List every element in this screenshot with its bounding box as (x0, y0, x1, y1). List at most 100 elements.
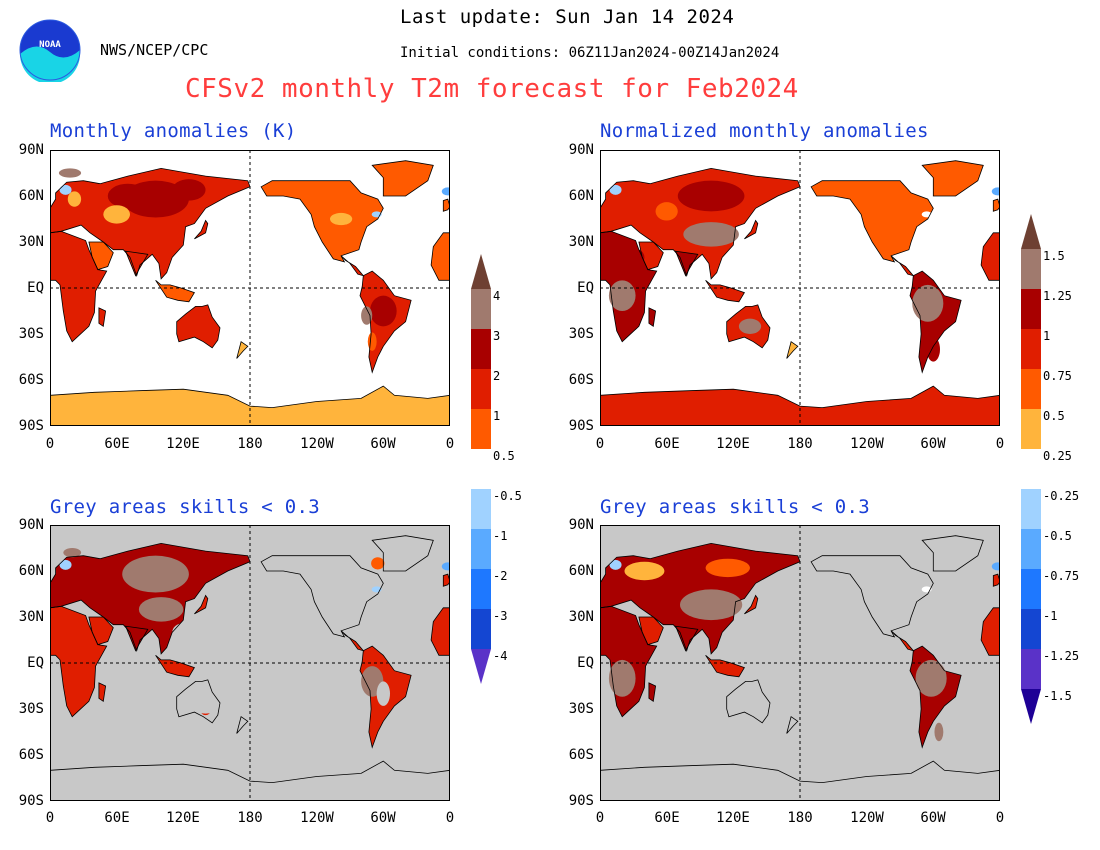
coastline-eurasia (50, 167, 251, 280)
coastline-greenland (371, 535, 434, 572)
lat-label: EQ (27, 280, 44, 296)
coastline-namerica (810, 180, 934, 263)
coastline-greenland (921, 535, 984, 572)
map-frame (600, 525, 1000, 801)
coastline-arabia (88, 616, 114, 646)
coastline-uk (992, 573, 1000, 587)
anomaly-region-africaW (431, 232, 450, 281)
colorbar-label: 0.5 (493, 449, 515, 463)
coastline-africaW (430, 232, 450, 281)
colorbar-label: -0.25 (1043, 489, 1080, 503)
lon-label: 0 (45, 436, 55, 452)
coastline-africa (600, 605, 658, 718)
lat-label: 60S (568, 747, 594, 763)
colorbar-label: 1.5 (1043, 249, 1065, 263)
anomaly-patch (624, 561, 665, 581)
map-frame (50, 525, 450, 801)
map-skill-masked-normalized (600, 525, 1000, 801)
low-skill-mask (863, 572, 904, 616)
coastline-uk (992, 198, 1000, 212)
lat-label: 30S (18, 326, 44, 342)
anomaly-region-africaW (981, 607, 1000, 656)
coastline-antarctica (50, 385, 450, 426)
coastline-indonesia (155, 654, 195, 678)
lat-label: 90N (18, 517, 44, 533)
colorbar-bottom-cap (471, 649, 491, 684)
colorbar-label: -0.5 (493, 489, 522, 503)
anomaly-patch (67, 191, 82, 207)
lon-label: 0 (445, 810, 455, 826)
colorbar-segment (471, 529, 491, 569)
colorbar-segment (1021, 409, 1041, 449)
lon-label: 60E (104, 436, 130, 452)
colorbar-segment (471, 369, 491, 409)
lat-label: 60S (18, 747, 44, 763)
coastline-uk (442, 573, 450, 587)
colorbar-label: 4 (493, 289, 501, 303)
lat-label: 30N (18, 234, 44, 250)
coastline-arabia (88, 241, 114, 271)
lon-label: 120W (850, 436, 884, 452)
anomaly-region-india (675, 626, 698, 651)
lon-label: 0 (595, 436, 605, 452)
lat-label: 60N (18, 563, 44, 579)
anomaly-patch (370, 295, 397, 327)
lon-label: 120W (850, 810, 884, 826)
map-skill-masked-anomalies (50, 525, 450, 801)
anomaly-patch (912, 284, 944, 322)
anomaly-region-indonesia (155, 655, 195, 677)
colorbar-label: -4 (493, 649, 508, 663)
lat-label: 60N (18, 188, 44, 204)
anomaly-region-eurasia (50, 543, 250, 654)
colorbar-segment (1021, 329, 1041, 369)
coastline-africa (50, 605, 108, 718)
anomaly-region-antarctica (600, 386, 1000, 426)
cold-anomaly-patch (609, 559, 622, 570)
coastline-africa (50, 230, 108, 343)
anomaly-region-indonesia (155, 280, 195, 302)
lon-label: 180 (237, 436, 263, 452)
colorbar-label: 1.25 (1043, 289, 1072, 303)
anomaly-patch (608, 280, 636, 311)
lat-label: 30S (18, 701, 44, 717)
anomaly-patch (172, 179, 206, 201)
panel-title-skill-left: Grey areas skills < 0.3 (50, 496, 320, 518)
anomaly-region-africaW (431, 607, 450, 656)
lon-label: 60W (920, 810, 946, 826)
colorbar-neutral-segment (1021, 449, 1041, 489)
low-skill-mask (376, 681, 391, 706)
lon-label: 0 (45, 810, 55, 826)
lat-label: EQ (577, 655, 594, 671)
colorbar-bottom-cap (1021, 689, 1041, 724)
lat-label: 60N (568, 188, 594, 204)
coastline-indonesia (705, 279, 745, 303)
colorbar-label: -1.25 (1043, 649, 1080, 663)
colorbar-label: 1 (1043, 329, 1051, 343)
colorbar-segment (1021, 569, 1041, 609)
cold-anomaly-patch (441, 562, 450, 571)
colorbar-label: 3 (493, 329, 501, 343)
cold-anomaly-patch (59, 559, 72, 570)
anomaly-region-africaW (981, 232, 1000, 281)
coastline-eurasia (600, 167, 801, 280)
cold-anomaly-patch (609, 184, 622, 195)
colorbar-segment (471, 409, 491, 449)
coastline-africa (600, 230, 658, 343)
colorbar-label: 0.25 (1043, 449, 1072, 463)
anomaly-patch (107, 183, 148, 209)
coastline-namerica (260, 180, 384, 263)
coastline-antarctica (600, 760, 1000, 801)
lon-label: 120W (300, 436, 334, 452)
coastline-australia (726, 304, 771, 349)
anomaly-patch (608, 659, 636, 697)
map-frame (50, 150, 450, 426)
page-title: CFSv2 monthly T2m forecast for Feb2024 (185, 74, 799, 104)
coastline-india (674, 625, 699, 652)
lon-label: 120E (716, 810, 750, 826)
lat-label: 90S (18, 418, 44, 434)
coastline-nz (786, 341, 799, 359)
coastline-greenland (371, 160, 434, 197)
lat-label: 60S (18, 372, 44, 388)
lon-label: 120E (716, 436, 750, 452)
anomaly-patch (677, 180, 745, 212)
